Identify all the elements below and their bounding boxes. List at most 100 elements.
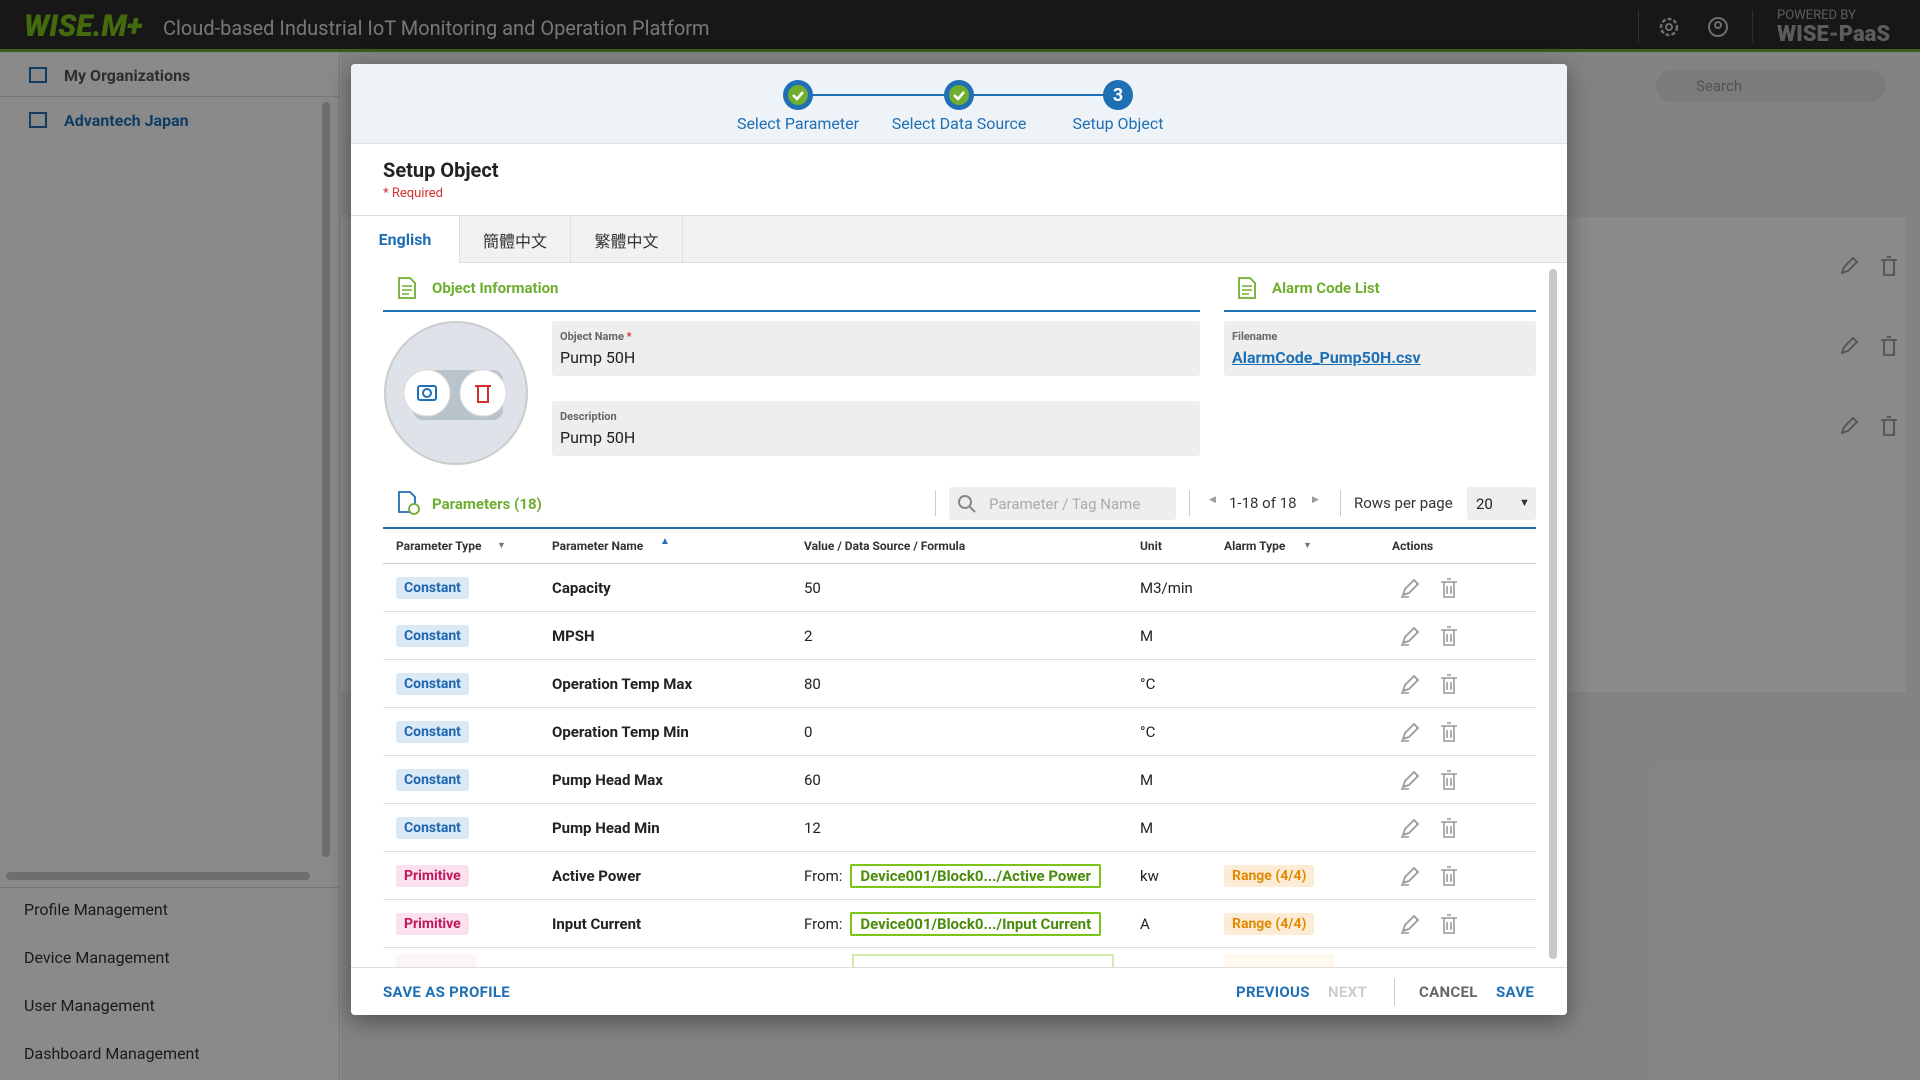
previous-button[interactable]: PREVIOUS [1236, 983, 1310, 1001]
table-row: ConstantOperation Temp Max80°C [383, 660, 1536, 708]
save-button[interactable]: SAVE [1496, 983, 1534, 1001]
divider [1394, 978, 1395, 1006]
step-circle [783, 80, 813, 110]
edit-icon[interactable] [1399, 769, 1421, 791]
tag [852, 954, 1114, 967]
delete-icon[interactable] [1438, 577, 1460, 599]
filter-icon[interactable]: ▼ [1303, 540, 1312, 551]
doc-icon [397, 277, 417, 299]
unit: M [1140, 819, 1153, 837]
cell: M [1140, 804, 1153, 852]
tab[interactable]: English [351, 216, 460, 263]
file-link[interactable]: AlarmCode_Pump50H.csv [1232, 348, 1421, 367]
cell: Range (4/4) [1224, 852, 1314, 900]
edit-icon[interactable] [1399, 577, 1421, 599]
type-chip: Constant [396, 721, 469, 743]
cell: Constant [396, 660, 469, 708]
table-row: PrimitiveActive PowerFrom:Device001/Bloc… [383, 852, 1536, 900]
scrollbar [1549, 269, 1557, 959]
edit-icon[interactable] [1399, 913, 1421, 935]
divider [383, 310, 1200, 312]
label-text: Object Name [560, 330, 624, 343]
edit-icon[interactable] [1399, 673, 1421, 695]
divider [1340, 490, 1341, 516]
doc-icon [1237, 277, 1257, 299]
edit-icon[interactable] [1399, 625, 1421, 647]
field-label: Object Name * [560, 330, 632, 343]
stepper: Select ParameterSelect Data Source3Setup… [351, 64, 1567, 144]
unit: kw [1140, 867, 1159, 885]
cancel-button[interactable]: CANCEL [1419, 983, 1478, 1001]
column-header: Actions [1392, 539, 1433, 553]
type-chip: Constant [396, 577, 469, 599]
edit-icon[interactable] [1399, 865, 1421, 887]
check-icon [948, 84, 970, 106]
dropdown-arrow: ▼ [1519, 496, 1530, 509]
param-icon [397, 491, 421, 515]
param-name: Input Current [552, 915, 641, 933]
divider [935, 490, 936, 516]
unit: M3/min [1140, 579, 1193, 597]
table-row: PrimitiveInput CurrentFrom:Device001/Blo… [383, 900, 1536, 948]
rows-select[interactable]: 20 ▼ [1467, 487, 1536, 520]
delete-icon[interactable] [1438, 721, 1460, 743]
search-icon [957, 494, 977, 514]
column-header: Parameter Type [396, 539, 481, 553]
delete-icon[interactable] [1438, 625, 1460, 647]
cell: 0 [804, 708, 812, 756]
next-button: NEXT [1328, 983, 1367, 1001]
delete-icon[interactable] [1438, 817, 1460, 839]
cell: °C [1140, 708, 1155, 756]
cell: Pump Head Min [552, 804, 660, 852]
param-value: 12 [804, 819, 821, 837]
edit-icon[interactable] [1399, 817, 1421, 839]
cell: Operation Temp Min [552, 708, 689, 756]
param-name: Active Power [552, 867, 641, 885]
prev-page[interactable]: ◀ [1209, 495, 1216, 505]
delete-icon[interactable] [1438, 865, 1460, 887]
param-search[interactable]: Parameter / Tag Name [949, 487, 1176, 520]
save-as-profile-button[interactable]: SAVE AS PROFILE [383, 983, 510, 1001]
cell: Operation Temp Max [552, 660, 692, 708]
chip [1224, 954, 1334, 967]
unit: M [1140, 627, 1153, 645]
cell: Capacity [552, 564, 611, 612]
search-placeholder: Parameter / Tag Name [989, 495, 1140, 513]
cell: Range (4/4) [1224, 900, 1314, 948]
check-icon [787, 84, 809, 106]
unit: A [1140, 915, 1150, 933]
step-circle [944, 80, 974, 110]
input-field[interactable]: Description Pump 50H [552, 401, 1200, 456]
dialog-title: Setup Object [383, 158, 499, 182]
delete-icon[interactable] [1438, 673, 1460, 695]
edit-icon[interactable] [1399, 721, 1421, 743]
tab-bar: English 簡體中文 繁體中文 [351, 215, 1567, 263]
value-prefix: From: [804, 915, 842, 933]
rows-value: 20 [1476, 495, 1493, 513]
input-field[interactable]: Object Name * Pump 50H [552, 321, 1200, 376]
column-header: Value / Data Source / Formula [804, 539, 965, 553]
cell: Input Current [552, 900, 641, 948]
delete-icon[interactable] [1438, 913, 1460, 935]
filter-icon[interactable]: ▼ [497, 540, 506, 551]
pagination: 1-18 of 18 [1229, 494, 1297, 512]
param-value: 80 [804, 675, 821, 693]
tab[interactable]: 繁體中文 [571, 216, 683, 263]
tab[interactable]: 簡體中文 [460, 216, 571, 263]
cell: Constant [396, 756, 469, 804]
next-page[interactable]: ▶ [1312, 495, 1319, 505]
footer: SAVE AS PROFILE PREVIOUS NEXT CANCEL SAV… [351, 967, 1567, 1015]
alarm-chip: Range (4/4) [1224, 913, 1314, 935]
content-area: Object Information Alarm Code List Objec… [351, 263, 1567, 967]
cell: M [1140, 756, 1153, 804]
sort-icon[interactable]: ▲ [660, 536, 670, 547]
cell: MPSH [552, 612, 595, 660]
required-note: * Required [383, 186, 443, 201]
cell: Primitive [396, 900, 469, 948]
param-value: 2 [804, 627, 812, 645]
cell: Active Power [552, 852, 641, 900]
section-heading: Object Information [432, 279, 558, 297]
delete-icon[interactable] [1438, 769, 1460, 791]
required-mark: * [627, 330, 632, 343]
